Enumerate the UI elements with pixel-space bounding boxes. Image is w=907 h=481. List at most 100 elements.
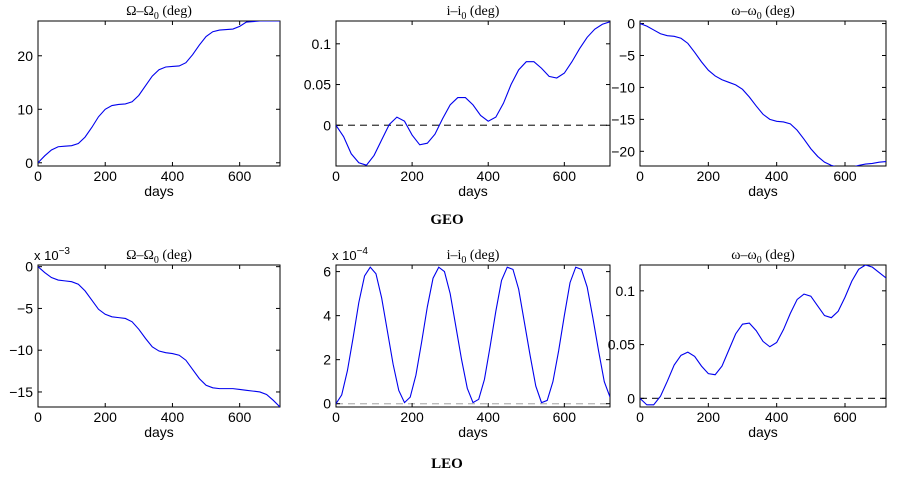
axes-frame — [335, 20, 611, 167]
x-tick-label: 0 — [636, 409, 644, 425]
x-tick-label: 200 — [400, 409, 424, 425]
axis-multiplier-exponent: −4 — [357, 246, 369, 257]
y-tick-label: 2 — [323, 352, 331, 368]
x-axis-label: days — [144, 183, 174, 199]
x-tick-label: 400 — [161, 168, 185, 184]
chart-title: Ω–Ω0 (deg) — [126, 248, 192, 266]
chart-title-subscript: 0 — [154, 11, 159, 22]
x-tick-label: 200 — [697, 168, 721, 184]
chart-title-subscript: 0 — [154, 255, 159, 266]
chart-title: ω–ω0 (deg) — [731, 4, 795, 22]
chart-title: Ω–Ω0 (deg) — [126, 4, 192, 22]
x-tick-label: 0 — [34, 409, 42, 425]
y-tick-label: 10 — [17, 101, 33, 117]
x-tick-label: 400 — [765, 168, 789, 184]
x-tick-label: 600 — [833, 168, 857, 184]
chart-title: i–i0 (deg) — [447, 4, 500, 22]
axes-frame — [639, 20, 887, 167]
axes-frame — [639, 264, 887, 408]
y-tick-label: −10 — [9, 342, 33, 358]
y-tick-label: −20 — [611, 143, 635, 159]
y-tick-label: 0.05 — [304, 77, 331, 93]
y-tick-label: 6 — [323, 264, 331, 280]
chart-title: ω–ω0 (deg) — [731, 248, 795, 266]
y-tick-label: 0.1 — [616, 283, 636, 299]
y-tick-label: 0.05 — [608, 337, 635, 353]
chart-title-main: Ω–Ω — [126, 4, 154, 19]
chart-title-unit: (deg) — [159, 248, 192, 263]
x-tick-label: 200 — [697, 409, 721, 425]
axis-multiplier: x 10−3 — [34, 246, 70, 263]
chart-title-main: ω–ω — [731, 4, 756, 19]
chart-title-unit: (deg) — [466, 248, 499, 263]
series-line — [640, 23, 886, 166]
series-line — [336, 266, 610, 404]
y-tick-label: −10 — [611, 79, 635, 95]
axes-frame — [37, 20, 281, 167]
x-tick-label: 200 — [400, 168, 424, 184]
axis-multiplier-exponent: −3 — [59, 246, 71, 257]
y-tick-label: −5 — [619, 47, 635, 63]
x-axis-label: days — [144, 424, 174, 440]
x-tick-label: 600 — [228, 168, 252, 184]
x-tick-label: 400 — [477, 168, 501, 184]
axes-frame — [335, 264, 611, 408]
x-tick-label: 400 — [477, 409, 501, 425]
chart-title-main: i–i — [447, 248, 462, 263]
x-tick-label: 600 — [553, 168, 577, 184]
x-axis-label: days — [748, 183, 778, 199]
chart-title-main: ω–ω — [731, 248, 756, 263]
x-axis-label: days — [458, 424, 488, 440]
y-tick-label: −15 — [611, 111, 635, 127]
x-tick-label: 200 — [94, 409, 118, 425]
axis-multiplier: x 10−4 — [332, 246, 368, 263]
x-tick-label: 0 — [332, 168, 340, 184]
chart-title-subscript: 0 — [757, 11, 762, 22]
y-tick-label: 0 — [25, 259, 33, 275]
y-tick-label: 0.1 — [312, 36, 332, 52]
x-tick-label: 600 — [833, 409, 857, 425]
chart-title-unit: (deg) — [762, 4, 795, 19]
y-tick-label: 0 — [627, 390, 635, 406]
y-tick-label: 0 — [627, 16, 635, 32]
y-tick-label: −15 — [9, 384, 33, 400]
chart-title-unit: (deg) — [159, 4, 192, 19]
x-axis-label: days — [748, 424, 778, 440]
x-tick-label: 0 — [34, 168, 42, 184]
chart-title-subscript: 0 — [757, 255, 762, 266]
group-label-leo: LEO — [431, 456, 463, 472]
x-tick-label: 600 — [553, 409, 577, 425]
series-line — [640, 265, 886, 406]
x-tick-label: 0 — [332, 409, 340, 425]
y-tick-label: −5 — [17, 300, 33, 316]
y-tick-label: 4 — [323, 308, 331, 324]
series-line — [38, 21, 280, 164]
y-tick-label: 0 — [323, 396, 331, 412]
y-tick-label: 0 — [25, 155, 33, 171]
y-tick-label: 20 — [17, 48, 33, 64]
x-tick-label: 600 — [228, 409, 252, 425]
chart-title: i–i0 (deg) — [447, 248, 500, 266]
series-line — [38, 266, 280, 407]
chart-title-subscript: 0 — [461, 255, 466, 266]
x-axis-label: days — [458, 183, 488, 199]
chart-title-unit: (deg) — [466, 4, 499, 19]
chart-title-unit: (deg) — [762, 248, 795, 263]
axis-multiplier-base: x 10 — [332, 248, 357, 263]
group-label-geo: GEO — [430, 212, 463, 228]
chart-title-subscript: 0 — [461, 11, 466, 22]
x-tick-label: 400 — [161, 409, 185, 425]
x-tick-label: 0 — [636, 168, 644, 184]
y-tick-label: 0 — [323, 117, 331, 133]
chart-title-main: Ω–Ω — [126, 248, 154, 263]
axes-frame — [37, 264, 281, 408]
axis-multiplier-base: x 10 — [34, 248, 59, 263]
x-tick-label: 200 — [94, 168, 118, 184]
chart-title-main: i–i — [447, 4, 462, 19]
